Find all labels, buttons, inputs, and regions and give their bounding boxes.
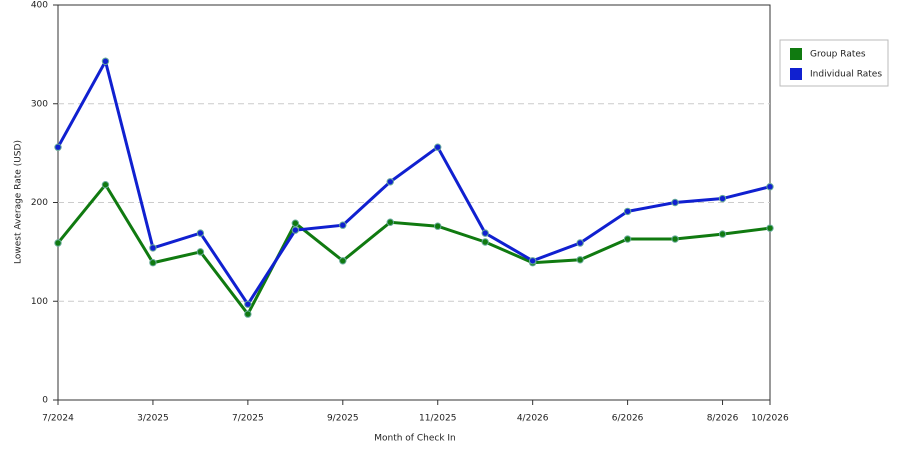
- legend-swatch: [790, 48, 802, 60]
- y-tick-label: 200: [31, 198, 48, 208]
- point: [576, 239, 584, 247]
- x-tick-label: 9/2025: [327, 414, 359, 424]
- point: [339, 257, 347, 265]
- series-line: [56, 182, 771, 317]
- x-tick-label: 3/2025: [137, 414, 169, 424]
- point: [101, 57, 110, 65]
- x-tick-label: 8/2026: [707, 414, 739, 424]
- x-tick-label: 10/2026: [751, 414, 789, 424]
- point: [623, 235, 632, 243]
- point: [291, 226, 300, 234]
- series-line: [56, 57, 771, 307]
- legend-label: Individual Rates: [810, 70, 882, 80]
- point: [291, 219, 300, 227]
- point: [671, 198, 679, 207]
- point: [434, 222, 442, 230]
- point: [244, 310, 252, 318]
- point: [528, 257, 537, 265]
- point: [718, 194, 727, 203]
- point: [244, 300, 252, 308]
- point: [434, 143, 442, 151]
- x-tick-label: 7/2025: [232, 414, 264, 424]
- point: [149, 244, 157, 252]
- legend-swatch: [790, 68, 802, 80]
- x-tick-label: 11/2025: [419, 414, 456, 424]
- point: [386, 178, 394, 186]
- point: [149, 259, 157, 267]
- point: [623, 207, 632, 216]
- point: [196, 229, 205, 237]
- point: [766, 224, 774, 232]
- y-axis-label: Lowest Average Rate (USD): [14, 140, 24, 264]
- point: [671, 235, 679, 243]
- legend-label: Group Rates: [810, 50, 866, 60]
- point: [718, 230, 727, 238]
- point: [339, 221, 347, 229]
- point: [101, 181, 110, 189]
- y-tick-label: 300: [31, 99, 48, 109]
- y-tick-label: 0: [42, 396, 48, 406]
- point: [481, 229, 489, 237]
- x-tick-label: 6/2026: [612, 414, 644, 424]
- point: [766, 183, 774, 191]
- y-tick-label: 100: [31, 297, 48, 307]
- point: [576, 256, 584, 264]
- point: [196, 248, 205, 256]
- x-tick-label: 7/2024: [42, 414, 74, 424]
- y-tick-label: 400: [31, 1, 48, 11]
- point: [481, 238, 489, 246]
- point: [54, 239, 62, 247]
- point: [54, 143, 62, 151]
- x-axis-label: Month of Check In: [374, 434, 456, 444]
- x-tick-label: 4/2026: [517, 414, 549, 424]
- point: [386, 218, 394, 226]
